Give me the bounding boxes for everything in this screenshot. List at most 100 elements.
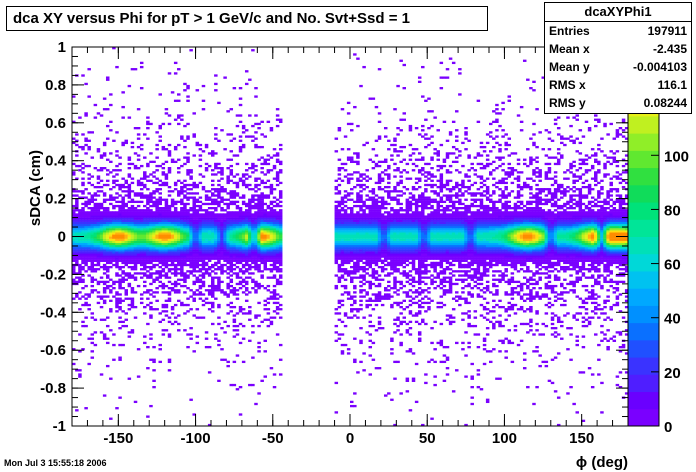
heatmap-cell <box>343 259 348 262</box>
heatmap-cell <box>143 253 147 256</box>
heatmap-cell <box>105 324 110 328</box>
heatmap-cell <box>263 339 267 342</box>
heatmap-cell <box>343 223 348 227</box>
heatmap-cell <box>235 234 240 237</box>
heatmap-cell <box>383 257 388 260</box>
heatmap-cell <box>371 242 376 246</box>
heatmap-cell <box>201 274 206 277</box>
heatmap-cell <box>167 190 172 193</box>
heatmap-cell <box>399 179 403 182</box>
heatmap-cell <box>180 274 184 277</box>
heatmap-cell <box>229 289 234 292</box>
heatmap-cell <box>260 145 264 149</box>
heatmap-cell <box>229 280 234 284</box>
heatmap-cell <box>387 274 391 277</box>
heatmap-cell <box>170 259 175 262</box>
heatmap-cell <box>266 289 271 292</box>
heatmap-cell <box>96 217 101 220</box>
heatmap-cell <box>139 65 144 69</box>
heatmap-cell <box>207 253 212 256</box>
heatmap-cell <box>427 308 431 311</box>
heatmap-cell <box>84 217 88 220</box>
heatmap-cell <box>393 249 397 252</box>
heatmap-cell <box>383 255 388 258</box>
heatmap-cell <box>155 202 159 206</box>
heatmap-cell <box>263 234 267 237</box>
heatmap-cell <box>121 202 125 206</box>
heatmap-cell <box>121 116 125 119</box>
heatmap-cell <box>260 230 264 233</box>
heatmap-cell <box>417 333 422 336</box>
heatmap-cell <box>161 122 166 126</box>
heatmap-cell <box>241 280 246 284</box>
heatmap-cell <box>365 272 369 275</box>
heatmap-cell <box>177 232 181 235</box>
heatmap-cell <box>424 225 428 229</box>
heatmap-cell <box>133 228 138 231</box>
heatmap-cell <box>170 204 175 208</box>
heatmap-cell <box>427 305 431 309</box>
heatmap-cell <box>152 280 156 284</box>
heatmap-cell <box>229 251 234 254</box>
heatmap-cell <box>87 177 91 180</box>
heatmap-cell <box>118 255 122 258</box>
heatmap-cell <box>371 236 376 239</box>
heatmap-cell <box>167 171 172 174</box>
heatmap-cell <box>90 289 95 292</box>
heatmap-cell <box>238 213 243 216</box>
heatmap-cell <box>340 259 345 262</box>
heatmap-cell <box>139 259 144 262</box>
heatmap-cell <box>430 244 434 248</box>
heatmap-cell <box>275 223 280 227</box>
heatmap-cell <box>167 280 172 284</box>
heatmap-cell <box>359 308 363 311</box>
heatmap-cell <box>263 185 267 189</box>
heatmap-cell <box>417 265 422 269</box>
heatmap-cell <box>334 247 339 250</box>
heatmap-cell <box>75 249 79 252</box>
heatmap-cell <box>139 242 144 246</box>
heatmap-cell <box>254 242 258 246</box>
heatmap-cell <box>346 194 351 197</box>
heatmap-cell <box>380 213 385 216</box>
heatmap-cell <box>109 120 113 123</box>
heatmap-cell <box>127 261 132 265</box>
heatmap-cell <box>164 112 169 115</box>
heatmap-cell <box>198 249 203 252</box>
heatmap-cell <box>368 324 373 328</box>
heatmap-cell <box>133 253 138 256</box>
heatmap-cell <box>81 287 85 290</box>
heatmap-cell <box>235 211 240 214</box>
heatmap-cell <box>272 188 277 191</box>
heatmap-cell <box>207 198 212 201</box>
heatmap-cell <box>359 198 363 201</box>
heatmap-cell <box>421 276 425 279</box>
heatmap-cell <box>377 249 382 252</box>
heatmap-cell <box>127 207 132 210</box>
heatmap-cell <box>164 263 169 267</box>
heatmap-cell <box>211 249 215 252</box>
heatmap-cell <box>214 276 218 279</box>
heatmap-cell <box>269 268 274 271</box>
heatmap-cell <box>155 228 159 231</box>
heatmap-cell <box>254 284 258 288</box>
heatmap-cell <box>368 217 373 220</box>
heatmap-cell <box>78 116 82 119</box>
heatmap-cell <box>266 179 271 182</box>
heatmap-cell <box>109 265 113 269</box>
heatmap-cell <box>275 240 280 244</box>
heatmap-cell <box>266 225 271 229</box>
heatmap-cell <box>350 240 354 244</box>
heatmap-cell <box>186 274 190 277</box>
heatmap-cell <box>399 242 403 246</box>
heatmap-cell <box>390 198 394 201</box>
heatmap-cell <box>387 164 391 168</box>
heatmap-cell <box>350 310 354 313</box>
heatmap-cell <box>408 200 413 204</box>
heatmap-cell <box>214 188 218 191</box>
heatmap-cell <box>127 297 132 300</box>
heatmap-cell <box>96 244 101 248</box>
heatmap-cell <box>417 230 422 233</box>
heatmap-cell <box>424 133 428 136</box>
heatmap-cell <box>263 162 267 166</box>
